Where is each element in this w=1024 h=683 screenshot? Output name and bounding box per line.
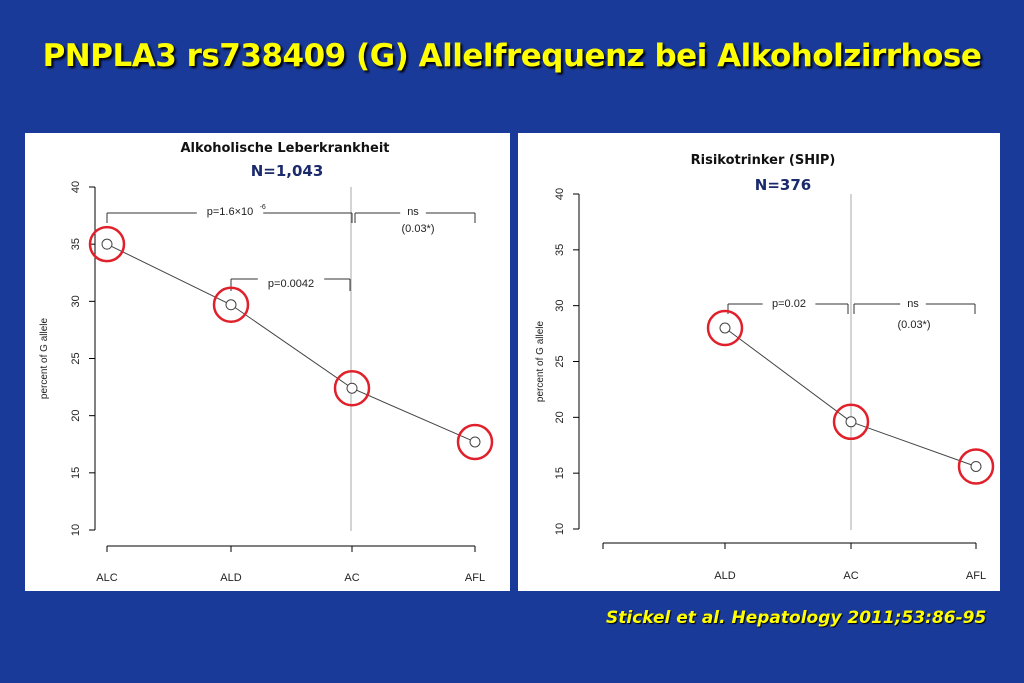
- series-line: [106, 243, 476, 443]
- y-axis-label: percent of G allele: [535, 320, 546, 402]
- x-tick-label: ALC: [96, 572, 117, 584]
- highlight-circle: [957, 448, 995, 485]
- chart-subtitle: N=376: [755, 176, 811, 194]
- y-tick-label: 10: [554, 523, 566, 535]
- bracket-label: p=0.02: [772, 298, 806, 310]
- bracket-label: p=1.6×10: [207, 206, 254, 218]
- y-tick-label: 30: [554, 300, 566, 312]
- highlight-circle: [88, 225, 126, 263]
- y-axis-label: percent of G allele: [39, 317, 50, 399]
- highlight-circle: [212, 286, 250, 324]
- data-point: [225, 299, 237, 311]
- chart-right: Risikotrinker (SHIP) N=376 10 15 20 25 30 35 40 p…: [535, 153, 995, 582]
- y-tick-label: 30: [70, 295, 82, 307]
- data-point: [845, 416, 857, 428]
- x-tick-label: AFL: [465, 572, 485, 584]
- y-tick-label: 20: [70, 410, 82, 422]
- y-tick-label: 25: [554, 355, 566, 367]
- chart-title: Risikotrinker (SHIP): [691, 153, 836, 168]
- bracket-label: ns: [407, 206, 419, 218]
- data-point: [101, 238, 113, 250]
- y-tick-label: 35: [554, 244, 566, 256]
- highlight-circle: [456, 423, 494, 461]
- x-tick-label: AC: [344, 572, 359, 584]
- data-point: [970, 460, 982, 472]
- y-tick-label: 15: [554, 467, 566, 479]
- x-tick-label: ALD: [220, 572, 241, 584]
- bracket-label: p=0.0042: [268, 278, 314, 290]
- data-point: [719, 322, 731, 334]
- data-point: [346, 382, 358, 394]
- bracket-label-superscript: -6: [260, 204, 266, 211]
- significance-bracket: p=0.02: [727, 298, 849, 314]
- bracket-sublabel: (0.03*): [897, 319, 930, 331]
- data-point: [469, 436, 481, 448]
- y-tick-label: 25: [70, 352, 82, 364]
- chart-left: Alkoholische Leberkrankheit N=1,043 10 15 20…: [39, 141, 494, 584]
- significance-bracket: ns (0.03*): [354, 206, 476, 235]
- significance-bracket: ns (0.03*): [853, 298, 976, 331]
- y-tick-label: 40: [70, 181, 82, 193]
- highlight-circle: [832, 403, 870, 441]
- chart-panel-left: Alkoholische Leberkrankheit N=1,043 10 15 20…: [25, 133, 510, 591]
- y-tick-label: 20: [554, 411, 566, 423]
- significance-bracket: p=1.6×10 -6: [106, 204, 353, 223]
- slide-title: PNPLA3 rs738409 (G) Allelfrequenz bei Al…: [42, 38, 982, 74]
- chart-subtitle: N=1,043: [251, 162, 324, 180]
- bracket-sublabel: (0.03*): [401, 223, 434, 235]
- highlight-circle: [706, 309, 744, 347]
- x-tick-label: AFL: [966, 570, 986, 582]
- y-tick-label: 35: [70, 238, 82, 250]
- y-tick-label: 10: [70, 524, 82, 536]
- chart-panel-right: Risikotrinker (SHIP) N=376 10 15 20 25 30 35 40 p…: [518, 133, 1000, 591]
- x-tick-label: ALD: [714, 570, 735, 582]
- highlight-circle: [333, 369, 371, 407]
- y-tick-label: 40: [554, 188, 566, 200]
- chart-title: Alkoholische Leberkrankheit: [181, 141, 390, 156]
- significance-bracket: p=0.0042: [230, 278, 351, 291]
- y-tick-label: 15: [70, 467, 82, 479]
- bracket-label: ns: [907, 298, 919, 310]
- citation: Stickel et al. Hepatology 2011;53:86-95: [606, 608, 987, 628]
- x-tick-label: AC: [843, 570, 858, 582]
